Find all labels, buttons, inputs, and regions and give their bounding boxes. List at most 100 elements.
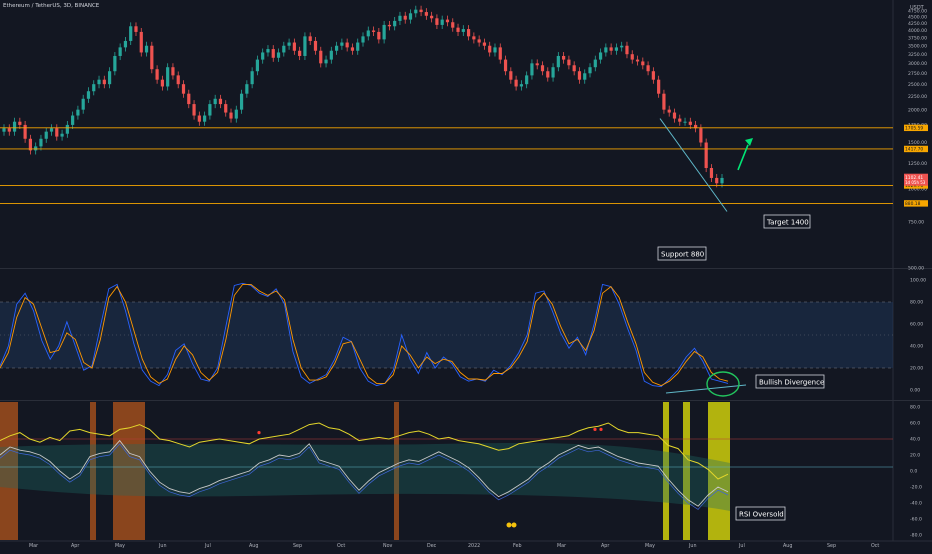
candle-body bbox=[593, 59, 597, 68]
stoch-tick-label: 20.00 bbox=[910, 366, 923, 372]
time-tick-label: Jun bbox=[688, 543, 697, 549]
target-arrow-shaft bbox=[737, 144, 749, 171]
candle-body bbox=[144, 45, 149, 53]
candle-body bbox=[81, 98, 85, 110]
candle-body bbox=[514, 79, 518, 87]
candle-body bbox=[329, 50, 333, 60]
oversold-zone bbox=[708, 402, 730, 540]
candle-body bbox=[113, 55, 117, 72]
time-tick-label: 2022 bbox=[468, 543, 480, 549]
candle-body bbox=[361, 36, 365, 43]
last-price-tag bbox=[904, 173, 928, 186]
candle-body bbox=[134, 26, 138, 32]
support-level-label: 880.18 bbox=[905, 201, 921, 207]
price-tick-label: 3250.00 bbox=[908, 52, 927, 58]
support-level-label: 1417.70 bbox=[905, 147, 923, 153]
time-tick-label: Jul bbox=[738, 543, 745, 549]
candle-body bbox=[562, 55, 566, 60]
candle-body bbox=[28, 138, 32, 151]
candle-body bbox=[672, 112, 677, 119]
candle-body bbox=[308, 36, 312, 41]
time-tick-label: Jun bbox=[158, 543, 167, 549]
candle-body bbox=[493, 47, 497, 53]
signal-dot bbox=[257, 431, 261, 435]
price-tick-label: 750.00 bbox=[908, 219, 924, 225]
candle-body bbox=[556, 55, 560, 68]
stoch-tick-label: 100.00 bbox=[910, 278, 926, 284]
candle-body bbox=[704, 142, 708, 169]
candle-body bbox=[229, 112, 233, 119]
candle-body bbox=[49, 128, 54, 132]
price-tick-label: 2500.00 bbox=[908, 82, 927, 88]
candle-body bbox=[424, 12, 428, 16]
candle-countdown-label: 1d 05h 53 bbox=[905, 180, 926, 185]
candle-body bbox=[583, 73, 587, 80]
candle-body bbox=[683, 121, 687, 123]
candle-body bbox=[393, 20, 397, 27]
candle-body bbox=[18, 121, 22, 125]
candle-body bbox=[662, 93, 666, 110]
candle-body bbox=[371, 30, 376, 32]
candle-body bbox=[192, 104, 196, 116]
candle-body bbox=[477, 39, 481, 43]
overbought-zone bbox=[394, 402, 399, 540]
price-tick-label: 4250.00 bbox=[908, 21, 927, 27]
time-tick-label: Sep bbox=[827, 543, 836, 549]
candle-body bbox=[166, 67, 170, 87]
stoch-tick-label: 80.00 bbox=[910, 300, 923, 306]
candle-body bbox=[92, 84, 96, 92]
time-tick-label: Mar bbox=[29, 543, 38, 549]
price-tick-label: 1500.00 bbox=[908, 140, 927, 146]
candle-body bbox=[224, 104, 228, 113]
candle-body bbox=[12, 121, 17, 132]
candle-body bbox=[44, 131, 48, 139]
candle-body bbox=[382, 24, 386, 40]
candle-body bbox=[646, 65, 650, 72]
candle-body bbox=[678, 118, 682, 122]
rsi-secondary-line bbox=[0, 443, 729, 510]
candle-body bbox=[76, 109, 80, 116]
candle-body bbox=[239, 93, 244, 110]
rsi-annotation-box bbox=[735, 506, 786, 521]
candle-body bbox=[377, 31, 381, 40]
price-tick-label: 3750.00 bbox=[908, 35, 927, 41]
time-tick-label: Sep bbox=[293, 543, 302, 549]
support-level-tag bbox=[904, 200, 928, 207]
candle-body bbox=[635, 59, 640, 62]
candle-body bbox=[176, 75, 180, 85]
candle-body bbox=[451, 22, 455, 28]
candle-body bbox=[398, 15, 402, 21]
candle-body bbox=[408, 13, 413, 20]
candle-body bbox=[598, 52, 603, 60]
candle-body bbox=[625, 45, 629, 55]
price-tick-label: 500.00 bbox=[908, 266, 924, 272]
candle-body bbox=[456, 27, 460, 32]
candle-body bbox=[102, 79, 106, 85]
candle-body bbox=[688, 121, 692, 125]
candle-body bbox=[620, 45, 624, 48]
candle-body bbox=[699, 128, 703, 143]
support-level-label: 1705.59 bbox=[905, 126, 923, 132]
candle-body bbox=[261, 52, 265, 60]
candle-body bbox=[123, 40, 128, 48]
price-tick-label: 3000.00 bbox=[908, 61, 927, 67]
candle-body bbox=[403, 15, 407, 20]
candle-body bbox=[519, 84, 523, 87]
rsi-volatility-band bbox=[0, 442, 730, 511]
support-annotation-box bbox=[657, 246, 707, 261]
price-tick-label: 4500.00 bbox=[908, 15, 927, 21]
target-annotation: Target 1400 bbox=[766, 218, 809, 226]
divergence-annotation-box bbox=[755, 374, 825, 389]
candle-body bbox=[276, 52, 281, 58]
candle-body bbox=[430, 15, 434, 19]
rsi-tick-label: 20.0 bbox=[910, 453, 920, 459]
candle-body bbox=[709, 168, 714, 178]
rsi-tick-label: 0.0 bbox=[910, 469, 917, 475]
time-tick-label: Jul bbox=[204, 543, 211, 549]
candle-body bbox=[577, 71, 582, 80]
candle-body bbox=[419, 9, 423, 13]
rsi-tick-label: -80.0 bbox=[910, 533, 922, 539]
price-tick-label: 3500.00 bbox=[908, 43, 927, 49]
